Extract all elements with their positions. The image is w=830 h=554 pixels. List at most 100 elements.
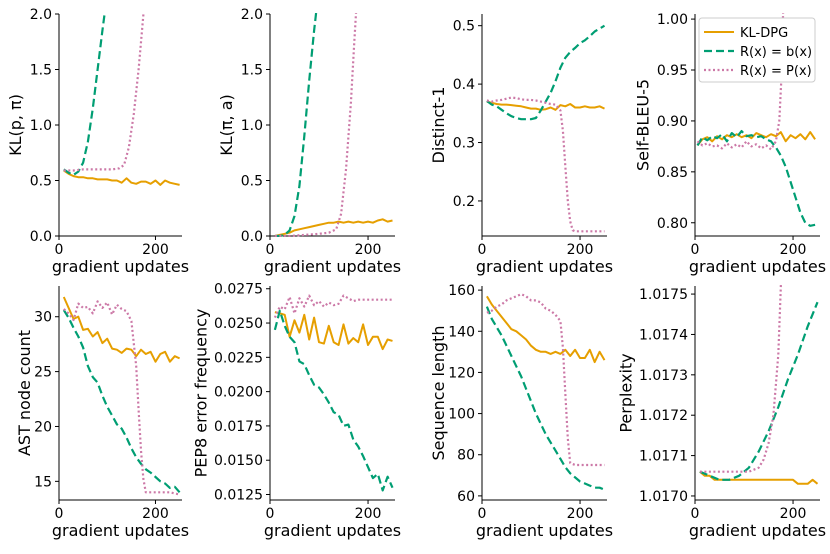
- x-tick-label: 0: [266, 506, 275, 522]
- y-tick-label: 80: [457, 448, 475, 464]
- y-axis-label: Distinct-1: [429, 87, 448, 164]
- y-tick-label: 25: [34, 365, 52, 381]
- y-tick-label: 0.0175: [214, 419, 263, 435]
- y-tick-label: 30: [34, 310, 52, 326]
- y-tick-label: 0.80: [657, 216, 688, 232]
- x-tick-label: 200: [355, 242, 382, 258]
- y-tick-label: 0.0250: [214, 316, 263, 332]
- y-tick-label: 160: [448, 283, 475, 299]
- y-tick-label: 1.0172: [639, 408, 688, 424]
- x-tick-label: 0: [55, 242, 64, 258]
- series-line-bx: [485, 306, 605, 491]
- subplot-6: 0.0125 0.0150 0.0175 0.0200 0.0225 0.0250 0.02…: [191, 282, 401, 540]
- x-tick-label: 200: [355, 506, 382, 522]
- x-axis-label: gradient updates: [476, 257, 613, 276]
- y-tick-label: 0.85: [657, 165, 688, 181]
- series-line-kl_dpg: [486, 295, 606, 364]
- x-axis-label: gradient updates: [264, 521, 401, 540]
- series-line-px: [699, 285, 782, 473]
- y-tick-label: 1.5: [30, 63, 52, 79]
- x-tick-label: 0: [478, 506, 487, 522]
- x-tick-label: 200: [780, 242, 807, 258]
- series-line-bx: [486, 24, 606, 121]
- x-axis-label: gradient updates: [264, 257, 401, 276]
- y-tick-label: 1.5: [241, 63, 263, 79]
- y-tick-label: 0.0200: [214, 385, 263, 401]
- y-tick-label: 20: [34, 419, 52, 435]
- y-tick-label: 1.0174: [639, 327, 688, 343]
- y-tick-label: 15: [34, 474, 52, 490]
- y-tick-label: 0.0: [30, 229, 52, 245]
- y-tick-label: 1.0171: [639, 449, 688, 465]
- y-tick-label: 1.0175: [639, 287, 688, 303]
- series-line-kl_dpg: [63, 169, 180, 186]
- y-axis-label: AST node count: [15, 330, 34, 456]
- y-tick-label: 0.95: [657, 63, 688, 79]
- series-line-bx: [699, 301, 819, 481]
- series-line-px: [273, 294, 393, 319]
- x-axis-label: gradient updates: [689, 521, 826, 540]
- x-axis-label: gradient updates: [52, 521, 189, 540]
- x-tick-label: 0: [266, 242, 275, 258]
- y-tick-label: 1.0: [30, 118, 52, 134]
- x-tick-label: 0: [691, 242, 700, 258]
- series-line-kl_dpg: [274, 311, 393, 351]
- series-line-kl_dpg: [274, 218, 393, 237]
- y-tick-label: 0.5: [241, 174, 263, 190]
- y-axis-label: Perplexity: [616, 353, 635, 432]
- y-axis-label: Sequence length: [429, 325, 448, 460]
- y-tick-label: 0.0150: [214, 453, 263, 469]
- y-tick-label: 0.0125: [214, 488, 263, 504]
- series-line-kl_dpg: [696, 131, 816, 147]
- series-line-px: [486, 96, 605, 233]
- series-line-kl_dpg: [62, 296, 181, 363]
- series-line-bx: [696, 130, 816, 227]
- y-tick-label: 60: [457, 489, 475, 505]
- series-line-px: [274, 13, 358, 237]
- series-line-kl_dpg: [699, 470, 819, 485]
- y-axis-label: Self-BLEU-5: [634, 79, 653, 171]
- y-tick-label: 0.4: [453, 77, 475, 93]
- y-tick-label: 0.2: [453, 194, 475, 210]
- x-tick-label: 200: [567, 242, 594, 258]
- y-tick-label: 0.3: [453, 136, 475, 152]
- legend: KL-DPG R(x) = b(x) R(x) = P(x): [698, 17, 816, 83]
- y-tick-label: 140: [448, 324, 475, 340]
- series-line-bx: [273, 309, 394, 492]
- series-line-bx: [274, 13, 318, 237]
- y-tick-label: 0.0275: [214, 282, 263, 298]
- x-tick-label: 200: [142, 242, 169, 258]
- y-axis-label: KL(p, π): [6, 94, 25, 156]
- series-line-px: [63, 300, 180, 496]
- y-tick-label: 100: [448, 407, 475, 423]
- y-tick-label: 0.5: [453, 19, 475, 35]
- y-tick-label: 1.0170: [639, 489, 688, 505]
- y-tick-label: 0.90: [657, 114, 688, 130]
- y-tick-label: 0.5: [30, 174, 52, 190]
- x-tick-label: 0: [691, 506, 700, 522]
- legend-label-px: R(x) = P(x): [740, 64, 812, 79]
- subplot-8: 1.0170 1.0171 1.0172 1.0173 1.0174 1.0175 0 200…: [616, 285, 826, 540]
- x-tick-label: 200: [567, 506, 594, 522]
- y-axis-label: PEP8 error frequency: [191, 309, 210, 478]
- y-tick-label: 0.0225: [214, 350, 263, 366]
- y-tick-label: 2.0: [30, 7, 52, 23]
- y-tick-label: 2.0: [241, 7, 263, 23]
- series-line-px: [63, 13, 145, 172]
- series-line-px: [696, 13, 785, 151]
- series-line-bx: [63, 13, 106, 176]
- y-axis-label: KL(π, a): [217, 94, 236, 156]
- y-tick-label: 0.0: [241, 229, 263, 245]
- x-tick-label: 0: [478, 242, 487, 258]
- x-tick-label: 0: [55, 506, 64, 522]
- y-tick-label: 1.0: [241, 118, 263, 134]
- x-axis-label: gradient updates: [689, 257, 826, 276]
- x-axis-label: gradient updates: [52, 257, 189, 276]
